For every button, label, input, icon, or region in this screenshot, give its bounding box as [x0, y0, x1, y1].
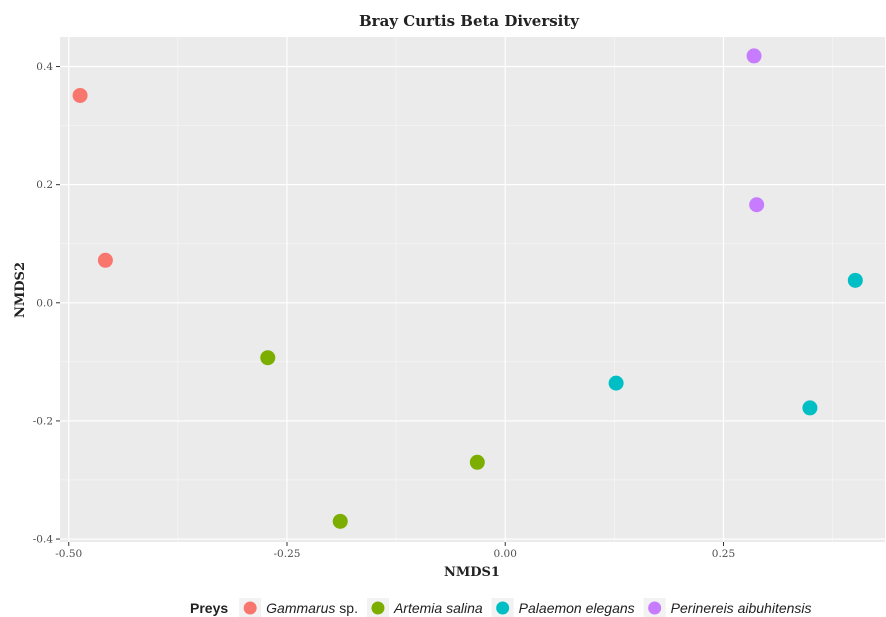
data-point: [469, 454, 485, 470]
legend-items: Gammarus sp. Artemia salina Palaemon elega…: [239, 598, 812, 617]
legend-key-point: [648, 601, 662, 615]
legend-key-point: [243, 601, 257, 615]
data-point: [746, 48, 762, 64]
x-axis-ticks: -0.50 -0.25 0.00 0.25: [55, 542, 735, 560]
legend-title: Preys: [190, 600, 228, 616]
legend-label-plain: sp.: [335, 600, 358, 616]
legend-item: Palaemon elegans: [491, 598, 635, 617]
legend-label: Artemia salina: [393, 600, 483, 616]
y-tick-label: -0.2: [33, 415, 53, 427]
grid-lines: [60, 37, 885, 542]
legend-label: Perinereis aibuhitensis: [671, 600, 812, 616]
legend-key-point: [496, 601, 510, 615]
x-tick-label: 0.00: [494, 548, 517, 560]
data-point: [802, 400, 818, 416]
data-point: [260, 350, 276, 366]
chart-title: Bray Curtis Beta Diversity: [359, 12, 580, 30]
legend-label-italic: Artemia salina: [393, 600, 483, 616]
x-tick-label: -0.50: [55, 548, 82, 560]
data-point: [847, 272, 863, 288]
y-axis-ticks: -0.4 -0.2 0.0 0.2 0.4: [33, 61, 60, 546]
legend-label-italic: Palaemon elegans: [519, 600, 635, 616]
legend-item: Gammarus sp.: [239, 598, 358, 617]
legend-label: Palaemon elegans: [519, 600, 635, 616]
legend-key-point: [371, 601, 385, 615]
data-point: [72, 87, 88, 103]
legend-item: Perinereis aibuhitensis: [643, 598, 812, 617]
legend-label-italic: Perinereis aibuhitensis: [671, 600, 812, 616]
data-point: [97, 252, 113, 268]
y-tick-label: 0.2: [36, 179, 53, 191]
y-tick-label: 0.0: [36, 297, 53, 309]
y-axis-title: NMDS2: [13, 262, 28, 318]
x-tick-label: -0.25: [274, 548, 301, 560]
legend: Preys Gammarus sp. Artemia salina Palaemon…: [190, 598, 812, 617]
x-axis-title: NMDS1: [444, 565, 500, 580]
data-points: [72, 48, 863, 529]
data-point: [332, 513, 348, 529]
y-tick-label: 0.4: [36, 61, 53, 73]
y-tick-label: -0.4: [33, 534, 54, 546]
data-point: [608, 375, 624, 391]
legend-label-italic: Gammarus: [266, 600, 335, 616]
x-tick-label: 0.25: [712, 548, 735, 560]
legend-item: Artemia salina: [366, 598, 483, 617]
data-point: [749, 197, 765, 213]
legend-label: Gammarus sp.: [266, 600, 358, 616]
